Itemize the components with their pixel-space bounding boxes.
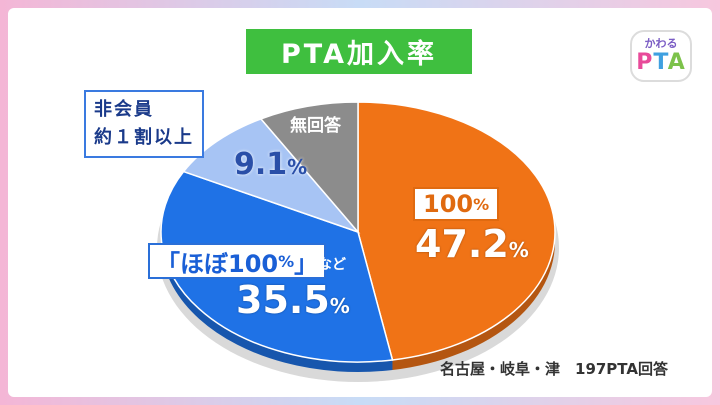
slice-value-almost: 35.5% <box>236 278 350 322</box>
slice-value-full-unit: % <box>508 238 529 262</box>
slice-value-full-num: 47.2 <box>415 222 509 266</box>
logo-letter-t: T <box>653 50 668 75</box>
chart-title: PTA加入率 <box>246 29 472 74</box>
pie-slice-nonmember <box>182 117 361 234</box>
slice-value-almost-unit: % <box>329 294 350 318</box>
slice-value-full: 47.2% <box>415 222 529 266</box>
slice-value-nonmember-unit: % <box>287 155 308 179</box>
slice-label-full-main: 100 <box>423 190 474 218</box>
pie-slice-full <box>357 101 556 361</box>
slice-label-nonmember-line2: 約１割以上 <box>94 127 194 148</box>
logo-letter-p: P <box>636 50 654 75</box>
slice-label-almost-main: 「ほぼ100 <box>156 249 279 278</box>
kawaru-pta-logo: かわる PTA <box>630 30 692 82</box>
source-note: 名古屋・岐阜・津 197PTA回答 <box>440 360 668 378</box>
logo-big-text: PTA <box>632 50 690 75</box>
pie-slice-noanswer <box>259 101 359 235</box>
slice-label-nonmember-line1: 非会員 <box>94 99 154 120</box>
slice-label-almost: 「ほぼ100%」 <box>148 243 327 279</box>
slice-label-almost-close: 」 <box>294 249 319 278</box>
slice-label-full: 100% <box>413 187 500 221</box>
slice-label-nonmember: 非会員 約１割以上 <box>84 90 204 158</box>
slice-value-nonmember: 9.1% <box>234 147 307 182</box>
logo-small-text: かわる <box>644 37 678 50</box>
slice-label-almost-unit: % <box>278 251 295 271</box>
slice-label-noanswer: 無回答 <box>290 116 341 136</box>
slice-label-full-unit: % <box>473 194 490 214</box>
slice-value-almost-num: 35.5 <box>236 278 330 322</box>
logo-letter-a: A <box>667 50 686 75</box>
slice-value-nonmember-num: 9.1 <box>234 147 288 182</box>
slice-label-almost-suffix: など <box>318 257 346 273</box>
